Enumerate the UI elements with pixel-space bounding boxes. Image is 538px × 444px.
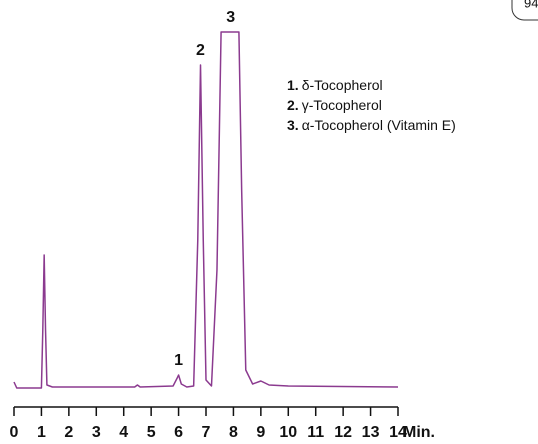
x-tick-label: 13 bbox=[362, 424, 380, 441]
legend-name: γ-Tocopherol bbox=[302, 97, 382, 113]
peak-label: 2 bbox=[196, 42, 205, 59]
legend-name: α-Tocopherol (Vitamin E) bbox=[302, 117, 456, 133]
x-tick-label: 9 bbox=[256, 424, 265, 441]
badge: 94 bbox=[524, 0, 538, 10]
x-tick-label: 2 bbox=[64, 424, 73, 441]
x-tick-label: 5 bbox=[147, 424, 156, 441]
legend-number: 1. bbox=[287, 77, 299, 93]
x-tick-label: 6 bbox=[174, 424, 183, 441]
x-tick-label: 14 bbox=[389, 424, 407, 441]
peak-label: 1 bbox=[174, 352, 183, 369]
legend-number: 3. bbox=[287, 117, 299, 133]
x-tick-label: 10 bbox=[279, 424, 297, 441]
x-tick-label: 12 bbox=[334, 424, 352, 441]
trace bbox=[13, 31, 399, 389]
legend-number: 2. bbox=[287, 97, 299, 113]
x-axis-label: Min. bbox=[403, 424, 435, 441]
legend-entry: 1. δ-Tocopherol bbox=[287, 77, 383, 93]
x-tick-label: 8 bbox=[229, 424, 238, 441]
x-tick-label: 3 bbox=[92, 424, 101, 441]
x-tick-label: 7 bbox=[202, 424, 211, 441]
legend-entry: 2. γ-Tocopherol bbox=[287, 97, 382, 113]
legend-name: δ-Tocopherol bbox=[302, 77, 383, 93]
peak-label: 3 bbox=[226, 9, 235, 26]
x-tick-label: 1 bbox=[37, 424, 46, 441]
x-tick-label: 11 bbox=[307, 424, 324, 441]
x-tick-label: 0 bbox=[10, 424, 19, 441]
badge-box bbox=[511, 0, 538, 21]
x-tick-label: 4 bbox=[119, 424, 128, 441]
legend-entry: 3. α-Tocopherol (Vitamin E) bbox=[287, 117, 456, 133]
